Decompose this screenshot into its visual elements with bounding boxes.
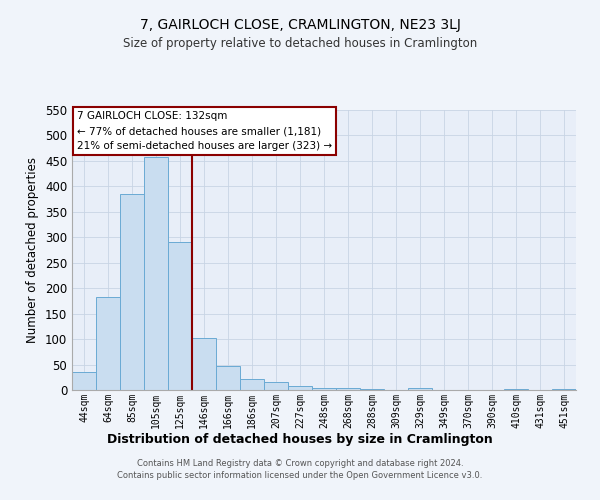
Bar (192, 338, 216, 390)
Bar (288, 386, 312, 390)
Bar (504, 389, 528, 390)
Bar (312, 388, 336, 390)
Text: Distribution of detached houses by size in Cramlington: Distribution of detached houses by size … (107, 432, 493, 446)
Text: 7, GAIRLOCH CLOSE, CRAMLINGTON, NE23 3LJ: 7, GAIRLOCH CLOSE, CRAMLINGTON, NE23 3LJ (140, 18, 460, 32)
Bar (240, 380, 264, 390)
Bar (72, 372, 96, 390)
Bar (336, 388, 360, 390)
Bar (96, 298, 120, 390)
Text: Size of property relative to detached houses in Cramlington: Size of property relative to detached ho… (123, 38, 477, 51)
Y-axis label: Number of detached properties: Number of detached properties (26, 157, 40, 343)
Bar (408, 388, 432, 390)
Bar (552, 389, 576, 390)
Bar (168, 242, 192, 390)
Bar (264, 382, 288, 390)
Text: 7 GAIRLOCH CLOSE: 132sqm
← 77% of detached houses are smaller (1,181)
21% of sem: 7 GAIRLOCH CLOSE: 132sqm ← 77% of detach… (77, 112, 332, 151)
Bar (144, 158, 168, 390)
Bar (216, 366, 240, 390)
Bar (120, 194, 144, 390)
Text: Contains HM Land Registry data © Crown copyright and database right 2024.
Contai: Contains HM Land Registry data © Crown c… (118, 458, 482, 480)
